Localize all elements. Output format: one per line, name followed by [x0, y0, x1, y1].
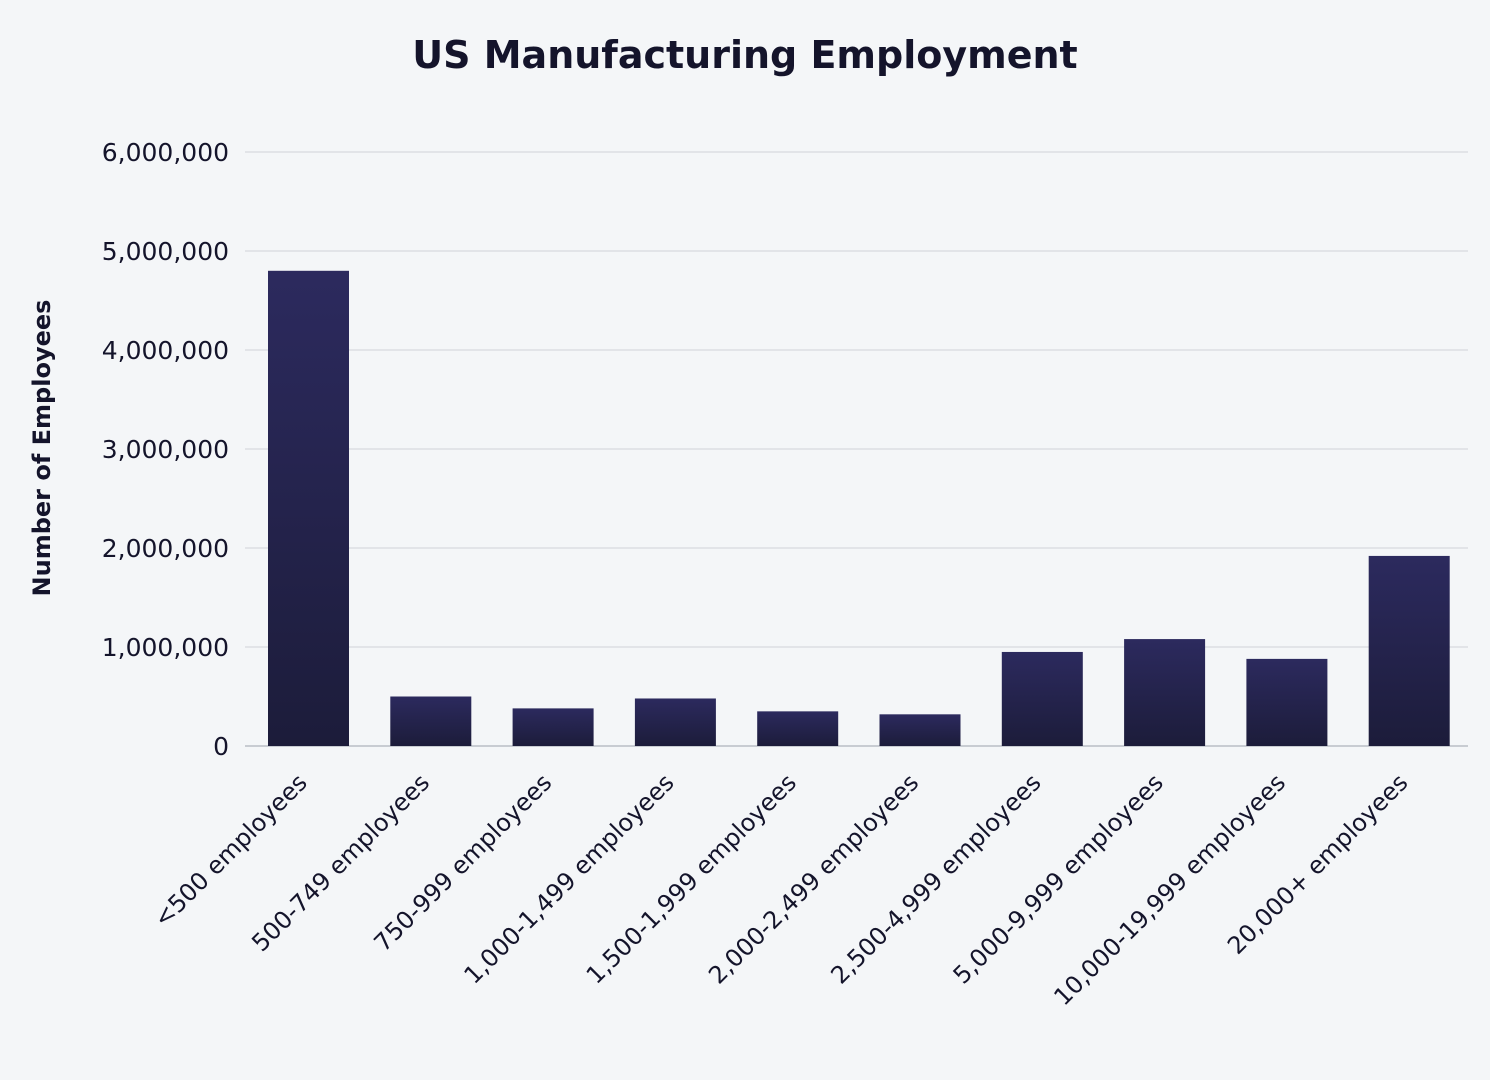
bar: [390, 696, 472, 746]
bar: [634, 698, 716, 746]
y-axis-label: Number of Employees: [28, 300, 56, 597]
bar: [1001, 651, 1083, 746]
y-tick-label: 3,000,000: [102, 435, 229, 464]
y-tick-label: 1,000,000: [102, 633, 229, 662]
x-tick-label: 2,500-4,999 employees: [825, 768, 1046, 989]
bar: [268, 270, 349, 746]
y-tick-label: 4,000,000: [102, 336, 229, 365]
chart-title: US Manufacturing Employment: [412, 33, 1077, 77]
bar: [757, 711, 839, 746]
bar: [879, 714, 961, 746]
x-tick-label: 5,000-9,999 employees: [948, 768, 1169, 989]
x-tick-label: 1,000-1,499 employees: [459, 768, 680, 989]
gridlines: [245, 151, 1468, 747]
bar: [512, 708, 594, 746]
x-tick-label: 1,500-1,999 employees: [581, 768, 802, 989]
bars: [268, 270, 1450, 746]
bar: [1124, 639, 1206, 746]
x-tick-label: 2,000-2,499 employees: [703, 768, 924, 989]
x-tick-label: 10,000-19,999 employees: [1048, 768, 1291, 1011]
y-tick-label: 0: [213, 732, 229, 761]
bar: [1368, 555, 1450, 746]
y-tick-label: 5,000,000: [102, 237, 229, 266]
y-axis-ticks: 0 1,000,000 2,000,000 3,000,000 4,000,000 5,0…: [102, 138, 229, 761]
bar: [1246, 658, 1328, 746]
y-tick-label: 6,000,000: [102, 138, 229, 167]
y-tick-label: 2,000,000: [102, 534, 229, 563]
